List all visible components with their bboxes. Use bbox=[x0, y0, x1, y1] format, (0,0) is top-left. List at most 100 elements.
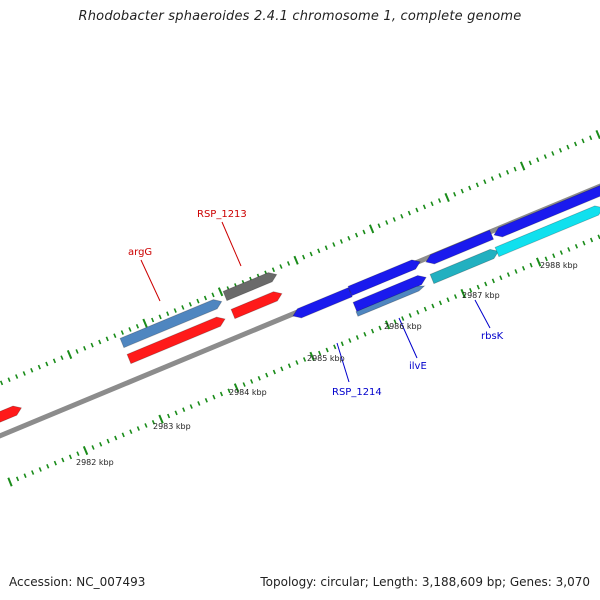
tick-mark-minor bbox=[113, 333, 117, 339]
tick-mark-minor bbox=[581, 138, 585, 144]
tick-mark-minor bbox=[498, 173, 502, 178]
tick-mark-minor bbox=[400, 213, 404, 219]
tick-mark-minor bbox=[135, 323, 140, 329]
gene-arrow-cyan[interactable] bbox=[494, 205, 600, 258]
tick-mark-minor bbox=[46, 463, 50, 469]
tick-mark-minor bbox=[589, 135, 593, 141]
tick-mark-minor bbox=[242, 382, 246, 387]
gene-arrow-rbsK[interactable] bbox=[429, 248, 500, 285]
leader-line-argG bbox=[140, 259, 161, 302]
tick-mark-minor bbox=[265, 372, 269, 378]
tick-mark-minor bbox=[506, 272, 511, 277]
tick-mark-minor bbox=[355, 335, 359, 340]
scale-label: 2985 kbp bbox=[307, 354, 345, 363]
tick-mark-minor bbox=[61, 457, 65, 463]
tick-mark-minor bbox=[98, 339, 102, 345]
tick-mark-minor bbox=[189, 404, 193, 409]
tick-mark-minor bbox=[446, 297, 450, 303]
tick-mark-minor bbox=[499, 275, 503, 281]
tick-mark-minor bbox=[567, 247, 571, 252]
tick-mark-minor bbox=[52, 358, 57, 364]
scale-label: 2986 kbp bbox=[384, 322, 422, 331]
tick-mark-minor bbox=[513, 166, 517, 172]
tick-mark-minor bbox=[120, 330, 124, 335]
leader-line-rbsK bbox=[474, 299, 491, 329]
tick-mark-minor bbox=[317, 248, 321, 254]
tick-mark-minor bbox=[75, 349, 79, 354]
leader-line-RSP_1214 bbox=[336, 342, 350, 383]
tick-mark-minor bbox=[188, 301, 192, 307]
tick-mark-minor bbox=[83, 345, 87, 351]
tick-mark-major bbox=[158, 414, 164, 424]
tick-mark-minor bbox=[528, 160, 532, 166]
tick-mark-minor bbox=[15, 374, 19, 379]
tick-mark-minor bbox=[574, 243, 579, 249]
gene-arrow-blue-upper-3[interactable] bbox=[493, 184, 600, 238]
tick-mark-minor bbox=[212, 394, 216, 400]
tick-mark-minor bbox=[529, 262, 533, 268]
gene-arrow-argG[interactable] bbox=[119, 299, 223, 349]
tick-mark-minor bbox=[114, 435, 118, 441]
gene-label-argG[interactable]: argG bbox=[128, 247, 152, 258]
tick-mark-minor bbox=[272, 369, 276, 375]
scale-label: 2984 kbp bbox=[229, 388, 267, 397]
tick-mark-minor bbox=[559, 250, 563, 255]
tick-mark-minor bbox=[38, 467, 42, 472]
gene-arrow-RSP_1213[interactable] bbox=[222, 272, 278, 302]
tick-mark-minor bbox=[15, 476, 20, 482]
tick-mark-minor bbox=[182, 407, 186, 412]
tick-mark-minor bbox=[0, 380, 4, 386]
tick-mark-major bbox=[82, 446, 89, 456]
gene-arrow-RSP_1214[interactable] bbox=[292, 287, 353, 319]
tick-mark-major bbox=[368, 224, 375, 234]
tick-mark-major bbox=[309, 351, 315, 361]
gene-label-ilvE[interactable]: ilvE bbox=[409, 361, 427, 372]
tick-mark-minor bbox=[469, 287, 473, 293]
tick-mark-minor bbox=[340, 341, 344, 347]
tick-mark-minor bbox=[295, 360, 299, 365]
tick-mark-minor bbox=[90, 342, 94, 348]
tick-mark-major bbox=[233, 383, 240, 393]
tick-mark-minor bbox=[354, 232, 359, 238]
tick-mark-minor bbox=[257, 375, 261, 381]
tick-mark-minor bbox=[348, 338, 352, 343]
genome-summary-text: Topology: circular; Length: 3,188,609 bp… bbox=[260, 575, 590, 589]
tick-mark-minor bbox=[385, 220, 389, 225]
tick-mark-minor bbox=[475, 182, 479, 188]
gene-label-RSP_1214[interactable]: RSP_1214 bbox=[332, 387, 382, 398]
gene-arrow-blue-upper-2[interactable] bbox=[425, 229, 495, 265]
gene-arrow-red-argG-strand[interactable] bbox=[126, 316, 226, 365]
tick-mark-minor bbox=[521, 265, 526, 271]
gene-features bbox=[0, 184, 600, 426]
tick-mark-minor bbox=[280, 366, 284, 372]
tick-mark-minor bbox=[144, 423, 148, 428]
tick-mark-minor bbox=[558, 147, 563, 153]
gene-label-rbsK[interactable]: rbsK bbox=[481, 331, 504, 342]
tick-mark-minor bbox=[166, 311, 170, 316]
tick-mark-minor bbox=[430, 201, 434, 207]
gene-arrow-red-small[interactable] bbox=[230, 291, 283, 320]
tick-mark-minor bbox=[121, 432, 125, 438]
tick-mark-major bbox=[535, 257, 542, 267]
tick-mark-minor bbox=[60, 355, 64, 361]
tick-mark-minor bbox=[401, 316, 405, 321]
tick-mark-minor bbox=[279, 264, 283, 269]
tick-mark-minor bbox=[324, 245, 328, 251]
tick-mark-minor bbox=[552, 253, 556, 259]
tick-mark-minor bbox=[106, 438, 110, 444]
tick-mark-minor bbox=[136, 426, 140, 431]
gene-arrow-ilvE-cds[interactable] bbox=[355, 285, 426, 317]
gene-arrow-blue-upper-1[interactable] bbox=[347, 259, 421, 297]
tick-mark-minor bbox=[302, 357, 307, 362]
tick-mark-minor bbox=[174, 410, 178, 416]
tick-mark-minor bbox=[129, 429, 133, 435]
tick-mark-major bbox=[444, 192, 450, 202]
tick-mark-minor bbox=[566, 144, 570, 150]
tick-mark-major bbox=[519, 161, 526, 171]
tick-mark-major bbox=[7, 477, 13, 487]
tick-mark-minor bbox=[543, 154, 547, 159]
tick-mark-minor bbox=[250, 379, 254, 384]
gene-label-RSP_1213[interactable]: RSP_1213 bbox=[197, 209, 247, 220]
tick-mark-minor bbox=[203, 295, 208, 301]
gene-arrow-red-left[interactable] bbox=[0, 405, 23, 426]
